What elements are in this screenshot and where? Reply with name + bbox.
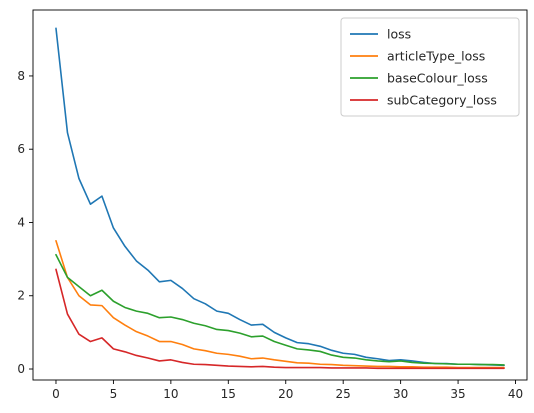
x-tick-label: 35: [450, 387, 465, 401]
series-line-articletype-loss: [55, 239, 505, 369]
y-tick-label: 0: [17, 362, 25, 376]
x-tick-label: 25: [336, 387, 351, 401]
x-tick-label: 40: [508, 387, 523, 401]
y-tick-label: 4: [17, 215, 25, 229]
y-tick-label: 8: [17, 69, 25, 83]
legend-box: [340, 17, 520, 117]
y-tick-label: 2: [17, 289, 25, 303]
x-tick-label: 10: [163, 387, 178, 401]
x-tick-label: 20: [278, 387, 293, 401]
series-line-subcategory-loss: [55, 268, 505, 370]
legend: loss articleType_loss baseColour_loss subCa…: [340, 17, 520, 117]
legend-label: baseColour_loss: [387, 71, 488, 86]
legend-label: subCategory_loss: [387, 93, 497, 108]
legend-label: loss: [387, 27, 411, 42]
series-lines: [55, 27, 505, 370]
y-tick-label: 6: [17, 142, 25, 156]
x-tick-label: 5: [110, 387, 118, 401]
x-tick-label: 15: [221, 387, 236, 401]
series-line-basecolour-loss: [55, 253, 505, 366]
x-axis: 0 5 10 15 20 25 30 35 40: [52, 380, 523, 401]
y-axis: 0 2 4 6 8: [17, 69, 33, 376]
x-tick-label: 0: [52, 387, 60, 401]
x-tick-label: 30: [393, 387, 408, 401]
legend-label: articleType_loss: [387, 49, 485, 64]
